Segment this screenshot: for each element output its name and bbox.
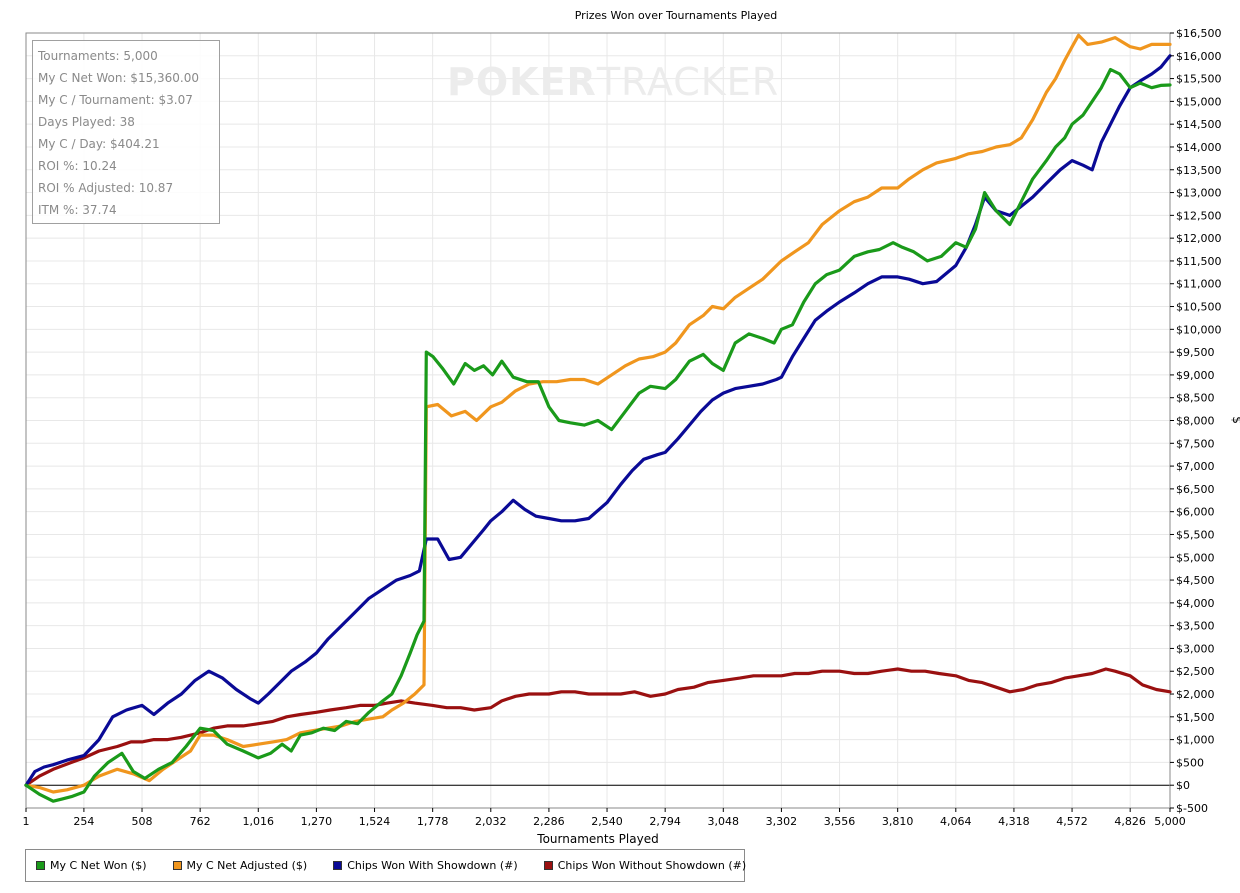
y-tick-label: $6,000 bbox=[1176, 506, 1215, 519]
legend: My C Net Won ($) My C Net Adjusted ($) C… bbox=[25, 849, 747, 882]
x-tick-label: 2,032 bbox=[475, 815, 507, 828]
y-tick-label: $5,000 bbox=[1176, 551, 1215, 564]
series-line-3 bbox=[24, 667, 1172, 787]
y-tick-label: $11,500 bbox=[1176, 255, 1222, 268]
legend-item-net-won[interactable]: My C Net Won ($) bbox=[36, 859, 147, 872]
y-tick-label: $12,000 bbox=[1176, 232, 1222, 245]
y-tick-label: $16,500 bbox=[1176, 27, 1222, 40]
y-tick-label: $2,500 bbox=[1176, 665, 1215, 678]
legend-swatch bbox=[543, 861, 553, 870]
x-tick-label: 2,286 bbox=[533, 815, 565, 828]
legend-item-net-adjusted[interactable]: My C Net Adjusted ($) bbox=[172, 859, 308, 872]
y-tick-label: $3,000 bbox=[1176, 642, 1215, 655]
y-tick-label: $8,000 bbox=[1176, 415, 1215, 428]
legend-swatch bbox=[333, 861, 343, 870]
y-tick-label: $14,500 bbox=[1176, 118, 1222, 131]
y-tick-label: $8,500 bbox=[1176, 392, 1215, 405]
x-tick-label: 4,572 bbox=[1056, 815, 1088, 828]
y-tick-label: $12,500 bbox=[1176, 209, 1222, 222]
y-tick-label: $16,000 bbox=[1176, 50, 1222, 63]
y-tick-label: $-500 bbox=[1176, 802, 1208, 815]
y-axis-label: $ bbox=[1230, 416, 1240, 424]
x-tick-label: 3,048 bbox=[708, 815, 740, 828]
stat-roi-adjusted: ROI % Adjusted: 10.87 bbox=[38, 181, 174, 195]
stat-per-day: My C / Day: $404.21 bbox=[38, 137, 160, 151]
stat-days-played: Days Played: 38 bbox=[38, 115, 135, 129]
y-tick-label: $6,500 bbox=[1176, 483, 1215, 496]
stat-itm: ITM %: 37.74 bbox=[38, 203, 117, 217]
x-tick-label: 5,000 bbox=[1154, 815, 1186, 828]
legend-label: My C Net Adjusted ($) bbox=[186, 859, 308, 872]
x-tick-label: 254 bbox=[73, 815, 94, 828]
x-axis-label: Tournaments Played bbox=[536, 832, 658, 846]
y-tick-label: $5,500 bbox=[1176, 528, 1215, 541]
y-tick-label: $1,500 bbox=[1176, 711, 1215, 724]
stat-net-won: My C Net Won: $15,360.00 bbox=[38, 71, 200, 85]
x-tick-label: 2,794 bbox=[649, 815, 681, 828]
y-tick-label: $11,000 bbox=[1176, 278, 1222, 291]
x-tick-label: 762 bbox=[190, 815, 211, 828]
y-tick-label: $2,000 bbox=[1176, 688, 1215, 701]
stat-roi: ROI %: 10.24 bbox=[38, 159, 117, 173]
stat-tournaments: Tournaments: 5,000 bbox=[38, 49, 158, 63]
x-tick-label: 4,826 bbox=[1114, 815, 1146, 828]
x-tick-label: 508 bbox=[132, 815, 153, 828]
y-tick-label: $1,000 bbox=[1176, 734, 1215, 747]
x-tick-label: 3,302 bbox=[766, 815, 798, 828]
y-tick-label: $9,500 bbox=[1176, 346, 1215, 359]
watermark-poker: POKER bbox=[447, 60, 597, 104]
x-tick-label: 1,270 bbox=[301, 815, 333, 828]
legend-label: Chips Won Without Showdown (#) bbox=[557, 859, 747, 872]
y-tick-label: $0 bbox=[1176, 779, 1190, 792]
x-tick-label: 2,540 bbox=[591, 815, 623, 828]
x-tick-label: 1,524 bbox=[359, 815, 391, 828]
y-tick-label: $500 bbox=[1176, 756, 1204, 769]
legend-item-with-showdown[interactable]: Chips Won With Showdown (#) bbox=[333, 859, 518, 872]
y-tick-label: $13,500 bbox=[1176, 164, 1222, 177]
legend-label: Chips Won With Showdown (#) bbox=[347, 859, 518, 872]
x-tick-label: 3,556 bbox=[824, 815, 856, 828]
y-tick-label: $10,000 bbox=[1176, 323, 1222, 336]
y-tick-label: $7,500 bbox=[1176, 437, 1215, 450]
x-tick-label: 1,016 bbox=[243, 815, 275, 828]
legend-swatch bbox=[36, 861, 45, 870]
chart-title: Prizes Won over Tournaments Played bbox=[575, 9, 778, 22]
pokertracker-watermark-logo: POKERTRACKER bbox=[447, 60, 779, 104]
y-tick-label: $15,000 bbox=[1176, 95, 1222, 108]
x-tick-label: 3,810 bbox=[882, 815, 914, 828]
y-axis: $-500 $0 $500 $1,000 $1,500 $2,000 $2,500 $3,00… bbox=[1170, 27, 1222, 815]
watermark-tracker: TRACKER bbox=[596, 60, 780, 104]
series-layer bbox=[24, 33, 1172, 803]
legend-swatch bbox=[172, 861, 182, 870]
y-tick-label: $4,000 bbox=[1176, 597, 1215, 610]
y-tick-label: $13,000 bbox=[1176, 187, 1222, 200]
y-tick-label: $10,500 bbox=[1176, 301, 1222, 314]
legend-label: My C Net Won ($) bbox=[50, 859, 147, 872]
x-tick-label: 4,064 bbox=[940, 815, 972, 828]
series-line-0 bbox=[24, 67, 1172, 803]
y-tick-label: $4,500 bbox=[1176, 574, 1215, 587]
y-tick-label: $9,000 bbox=[1176, 369, 1215, 382]
x-axis: 1 254 508 762 1,016 1,270 1,524 1,778 2,032 2,286… bbox=[23, 808, 1186, 828]
y-tick-label: $15,500 bbox=[1176, 73, 1222, 86]
series-line-1 bbox=[24, 33, 1172, 794]
y-tick-label: $3,500 bbox=[1176, 620, 1215, 633]
x-tick-label: 4,318 bbox=[998, 815, 1030, 828]
x-tick-label: 1,778 bbox=[417, 815, 449, 828]
x-tick-label: 1 bbox=[23, 815, 30, 828]
y-tick-label: $14,000 bbox=[1176, 141, 1222, 154]
stats-box: Tournaments: 5,000 My C Net Won: $15,360… bbox=[32, 40, 220, 224]
stat-per-tournament: My C / Tournament: $3.07 bbox=[38, 93, 193, 107]
y-tick-label: $7,000 bbox=[1176, 460, 1215, 473]
legend-item-without-showdown[interactable]: Chips Won Without Showdown (#) bbox=[543, 859, 747, 872]
